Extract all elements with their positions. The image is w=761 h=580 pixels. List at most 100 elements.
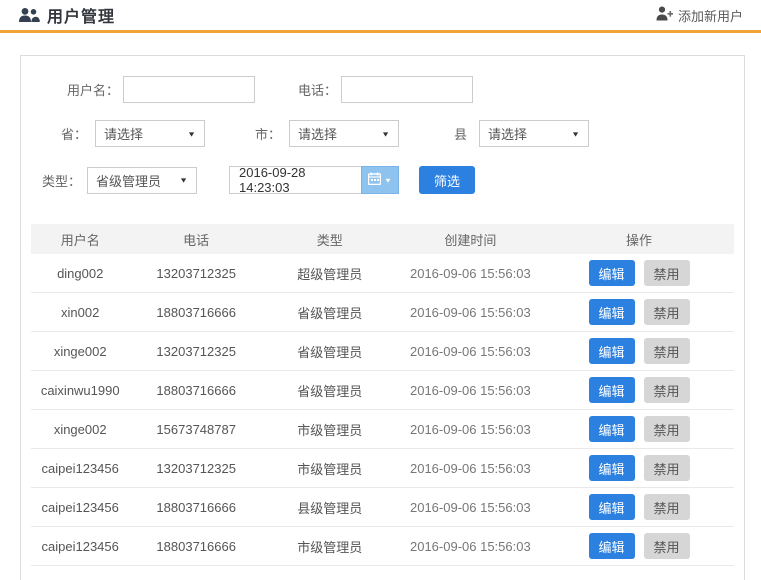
page-title-group: 用户管理 (18, 3, 115, 27)
cell-created: 2016-09-06 15:56:03 (409, 382, 531, 398)
disable-button[interactable]: 禁用 (643, 299, 690, 325)
table-row: xin002 18803716666 省级管理员 2016-09-06 15:5… (31, 293, 734, 332)
table-row: xinge002 13203712325 省级管理员 2016-09-06 15… (31, 332, 734, 371)
city-label: 市： (254, 127, 281, 142)
table-row: caipei123456 18803716666 市级管理员 2016-09-0… (31, 527, 734, 566)
col-header-created: 创建时间 (444, 232, 497, 248)
cell-phone: 18803716666 (156, 499, 236, 515)
county-select[interactable]: 请选择 ▼ (479, 120, 589, 147)
cell-type: 省级管理员 (297, 383, 363, 399)
cell-created: 2016-09-06 15:56:03 (409, 421, 531, 437)
cell-phone: 15673748787 (156, 421, 236, 437)
table-row: xinge002 15673748787 市级管理员 2016-09-06 15… (31, 410, 734, 449)
date-value: 2016-09-28 14:23:03 (239, 165, 306, 195)
disable-button[interactable]: 禁用 (643, 533, 690, 559)
cell-actions: 编辑 禁用 (544, 455, 734, 481)
col-header-phone: 电话 (183, 232, 210, 248)
add-new-user-button[interactable]: 添加新用户 (656, 6, 743, 25)
edit-button[interactable]: 编辑 (588, 299, 635, 325)
cell-created: 2016-09-06 15:56:03 (409, 460, 531, 476)
cell-username: xinge002 (53, 421, 107, 437)
col-header-type: 类型 (316, 232, 343, 248)
phone-label: 电话： (297, 83, 337, 98)
cell-phone: 18803716666 (156, 304, 236, 320)
province-select[interactable]: 请选择 ▼ (95, 120, 205, 147)
cell-username: caixinwu1990 (40, 382, 120, 398)
disable-button[interactable]: 禁用 (643, 416, 690, 442)
chevron-down-icon: ▼ (381, 129, 390, 138)
cell-type: 省级管理员 (297, 305, 363, 321)
edit-button[interactable]: 编辑 (588, 455, 635, 481)
chevron-down-icon: ▼ (571, 129, 580, 138)
table-row: caipei123456 13203712325 市级管理员 2016-09-0… (31, 449, 734, 488)
chevron-down-icon: ▼ (179, 176, 188, 184)
filter-row-2: 省： 请选择 ▼ 市： 请选择 ▼ 县 请选择 ▼ (31, 120, 734, 147)
cell-username: xin002 (61, 304, 100, 320)
city-select[interactable]: 请选择 ▼ (289, 120, 399, 147)
cell-phone: 18803716666 (156, 382, 236, 398)
calendar-icon (367, 172, 382, 188)
cell-created: 2016-09-06 15:56:03 (409, 343, 531, 359)
users-icon (18, 7, 40, 23)
cell-actions: 编辑 禁用 (544, 416, 734, 442)
date-input[interactable]: 2016-09-28 14:23:03 (229, 165, 361, 195)
type-select[interactable]: 省级管理员 ▼ (87, 166, 197, 194)
username-input[interactable] (123, 76, 255, 103)
users-table: 用户名 电话 类型 创建时间 操作 ding002 13203712325 超级… (31, 224, 734, 566)
chevron-down-icon: ▼ (187, 129, 196, 138)
county-label: 县 (453, 127, 467, 142)
province-label: 省： (60, 127, 87, 142)
cell-phone: 13203712325 (156, 265, 236, 281)
page-header: 用户管理 添加新用户 (0, 0, 761, 33)
county-select-value: 请选择 (488, 127, 528, 142)
disable-button[interactable]: 禁用 (643, 455, 690, 481)
cell-created: 2016-09-06 15:56:03 (409, 265, 531, 281)
disable-button[interactable]: 禁用 (643, 338, 690, 364)
edit-button[interactable]: 编辑 (588, 494, 635, 520)
chevron-down-icon: ▼ (384, 176, 392, 184)
type-select-value: 省级管理员 (96, 173, 162, 189)
add-user-label: 添加新用户 (677, 8, 743, 24)
cell-type: 市级管理员 (297, 539, 363, 555)
edit-button[interactable]: 编辑 (588, 533, 635, 559)
disable-button[interactable]: 禁用 (643, 377, 690, 403)
cell-username: caipei123456 (41, 460, 119, 476)
table-body: ding002 13203712325 超级管理员 2016-09-06 15:… (31, 254, 734, 566)
cell-actions: 编辑 禁用 (544, 260, 734, 286)
cell-actions: 编辑 禁用 (544, 299, 734, 325)
cell-type: 超级管理员 (297, 266, 363, 282)
calendar-button[interactable]: ▼ (361, 166, 399, 194)
disable-button[interactable]: 禁用 (643, 494, 690, 520)
cell-phone: 18803716666 (156, 538, 236, 554)
cell-actions: 编辑 禁用 (544, 377, 734, 403)
table-row: caixinwu1990 18803716666 省级管理员 2016-09-0… (31, 371, 734, 410)
cell-type: 省级管理员 (297, 344, 363, 360)
col-header-actions: 操作 (626, 232, 653, 248)
filter-row-3: 类型： 省级管理员 ▼ 2016-09-28 14:23:03 (31, 165, 734, 195)
table-row: ding002 13203712325 超级管理员 2016-09-06 15:… (31, 254, 734, 293)
cell-created: 2016-09-06 15:56:03 (409, 304, 531, 320)
table-row: caipei123456 18803716666 县级管理员 2016-09-0… (31, 488, 734, 527)
edit-button[interactable]: 编辑 (588, 377, 635, 403)
add-user-icon (656, 6, 674, 24)
cell-type: 县级管理员 (297, 500, 363, 516)
phone-input[interactable] (341, 76, 473, 103)
cell-username: caipei123456 (41, 499, 119, 515)
province-select-value: 请选择 (104, 127, 144, 142)
edit-button[interactable]: 编辑 (588, 260, 635, 286)
disable-button[interactable]: 禁用 (643, 260, 690, 286)
date-picker-group: 2016-09-28 14:23:03 ▼ (229, 165, 399, 195)
edit-button[interactable]: 编辑 (588, 338, 635, 364)
cell-actions: 编辑 禁用 (544, 338, 734, 364)
type-label: 类型： (41, 173, 81, 189)
cell-username: ding002 (57, 265, 104, 281)
cell-phone: 13203712325 (156, 460, 236, 476)
cell-username: caipei123456 (41, 538, 119, 554)
col-header-username: 用户名 (60, 232, 100, 248)
cell-created: 2016-09-06 15:56:03 (409, 499, 531, 515)
filter-button[interactable]: 筛选 (419, 166, 475, 194)
edit-button[interactable]: 编辑 (588, 416, 635, 442)
page-title: 用户管理 (47, 9, 116, 26)
cell-username: xinge002 (53, 343, 107, 359)
cell-created: 2016-09-06 15:56:03 (409, 538, 531, 554)
